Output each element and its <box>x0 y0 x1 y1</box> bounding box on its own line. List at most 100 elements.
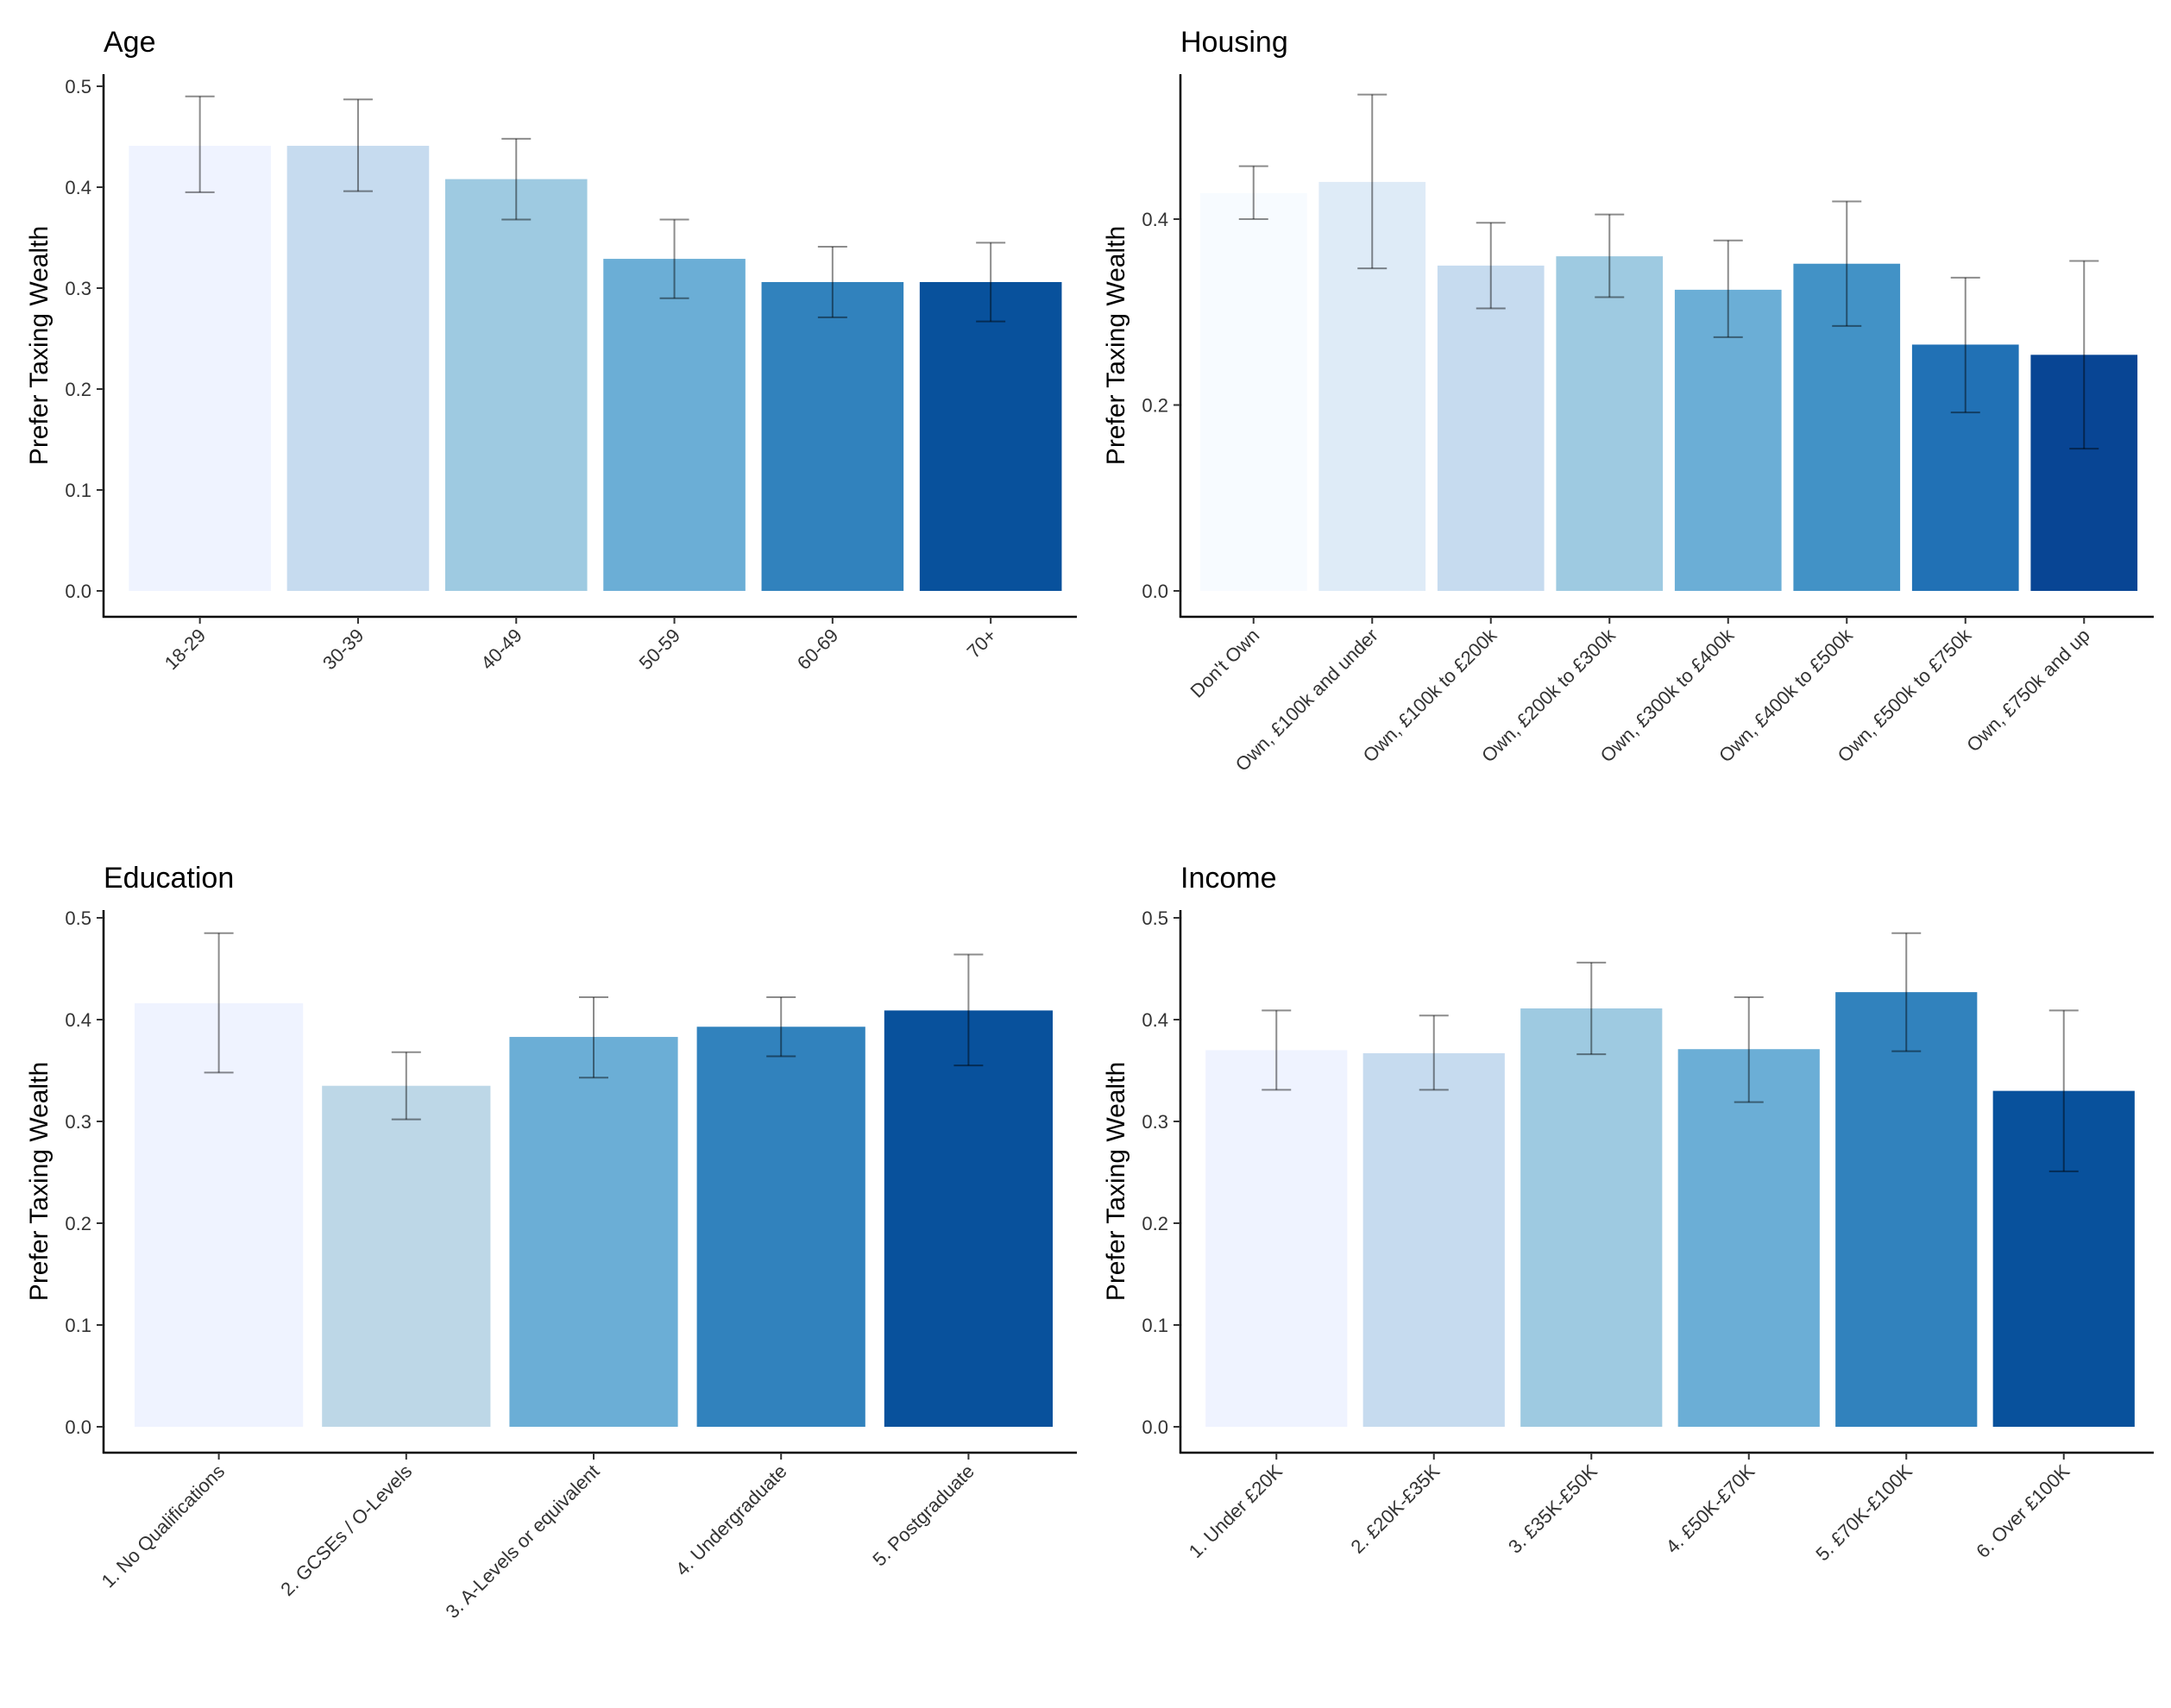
bar <box>286 146 430 591</box>
bar <box>1674 289 1782 591</box>
chart-panel-age: Age Prefer Taxing Wealth 0.0 0.1 0.2 0.3 0.4 0.… <box>25 26 1077 674</box>
error-bar <box>1950 276 1980 414</box>
x-tick-label: 18-29 <box>160 625 210 674</box>
x-tick-label: Own, £500k to £750k <box>1834 624 1976 766</box>
error-bar <box>204 932 234 1074</box>
y-tick-label: 0.1 <box>1142 1315 1168 1336</box>
y-tick-label: 0.2 <box>1142 395 1168 417</box>
error-bar <box>817 246 847 318</box>
x-tick-label: 2. GCSEs / O-Levels <box>276 1460 416 1600</box>
bar <box>761 281 904 591</box>
bar <box>884 1010 1053 1427</box>
x-tick-label: 1. No Qualifications <box>98 1460 230 1592</box>
x-tick-label: 40-49 <box>476 625 525 674</box>
x-tick-label: 2. £20K-£35K <box>1346 1460 1444 1558</box>
bar <box>1520 1008 1663 1427</box>
error-bar <box>579 996 608 1079</box>
y-tick-label: 0.2 <box>65 1213 91 1234</box>
y-tick-label: 0.0 <box>1142 1416 1168 1438</box>
bar <box>509 1037 678 1427</box>
panel-title: Education <box>104 862 234 895</box>
error-bar <box>1476 222 1506 310</box>
y-tick-label: 0.5 <box>65 907 91 929</box>
x-tick-label: 3. £35K-£50K <box>1504 1460 1602 1558</box>
y-tick-label: 0.3 <box>65 1111 91 1133</box>
x-tick-label: 5. Postgraduate <box>868 1460 979 1571</box>
bar <box>2030 355 2138 591</box>
x-tick-label: 50-59 <box>635 625 684 674</box>
bar <box>129 146 271 591</box>
bar <box>919 281 1062 591</box>
error-bar <box>953 953 984 1067</box>
bar <box>603 259 746 591</box>
x-tick-label: 30-39 <box>318 625 368 674</box>
x-tick-label: Own, £100k to £200k <box>1359 624 1501 766</box>
error-bar <box>2048 1009 2079 1172</box>
x-tick-label: 70+ <box>963 625 1001 662</box>
chart-panel-housing: Housing Prefer Taxing Wealth 0.0 0.2 0.4 Don'… <box>1102 26 2154 776</box>
bar <box>1199 192 1307 591</box>
bar <box>135 1003 304 1427</box>
bar <box>1318 181 1426 591</box>
error-bar <box>659 218 689 299</box>
y-tick-label: 0.1 <box>65 1315 91 1336</box>
error-bar <box>1595 213 1625 298</box>
y-axis-label: Prefer Taxing Wealth <box>1102 1062 1130 1301</box>
panel-title: Income <box>1180 862 1277 895</box>
y-tick-label: 0.5 <box>1142 907 1168 929</box>
x-tick-label: Own, £300k to £400k <box>1596 624 1739 766</box>
bar <box>444 179 588 591</box>
error-bar <box>1734 996 1764 1103</box>
bar <box>1793 263 1901 591</box>
chart-panel-income: Income Prefer Taxing Wealth 0.0 0.1 0.2 0.3 0.… <box>1102 862 2154 1565</box>
error-bar <box>1891 932 1922 1052</box>
x-tick-label: Own, £750k and up <box>1962 625 2094 757</box>
error-bar <box>1262 1009 1292 1091</box>
bar <box>1362 1052 1505 1427</box>
x-tick-label: 6. Over £100K <box>1972 1460 2073 1562</box>
y-tick-label: 0.3 <box>1142 1111 1168 1133</box>
bar <box>1677 1049 1820 1427</box>
y-tick-label: 0.2 <box>65 379 91 400</box>
error-bar <box>1419 1014 1449 1091</box>
error-bar <box>976 242 1006 323</box>
error-bar <box>343 98 373 192</box>
chart-panel-education: Education Prefer Taxing Wealth 0.0 0.1 0.2 0.… <box>25 862 1077 1623</box>
error-bar <box>1713 239 1743 338</box>
x-tick-label: 5. £70K-£100K <box>1811 1460 1916 1566</box>
y-axis-label: Prefer Taxing Wealth <box>25 1062 53 1301</box>
y-tick-label: 0.4 <box>65 177 91 198</box>
y-axis-label: Prefer Taxing Wealth <box>1102 226 1130 465</box>
bar <box>1205 1050 1348 1427</box>
y-tick-label: 0.0 <box>1142 581 1168 602</box>
y-tick-label: 0.2 <box>1142 1213 1168 1234</box>
y-tick-label: 0.0 <box>65 1416 91 1438</box>
error-bar <box>766 996 796 1058</box>
y-tick-label: 0.4 <box>1142 1009 1168 1031</box>
bar <box>322 1085 491 1427</box>
y-tick-label: 0.0 <box>65 581 91 602</box>
x-tick-label: Don't Own <box>1186 625 1263 702</box>
y-tick-label: 0.5 <box>65 76 91 97</box>
y-tick-label: 0.4 <box>1142 209 1168 230</box>
error-bar <box>185 95 215 193</box>
bar <box>1911 344 2019 591</box>
bar <box>1437 265 1545 591</box>
panel-title: Housing <box>1180 26 1288 59</box>
error-bar <box>391 1051 421 1121</box>
y-tick-label: 0.4 <box>65 1009 91 1031</box>
x-tick-label: Own, £400k to £500k <box>1715 624 1857 766</box>
error-bar <box>1576 961 1607 1056</box>
y-tick-label: 0.3 <box>65 278 91 299</box>
bar <box>1835 992 1978 1427</box>
x-tick-label: 1. Under £20K <box>1185 1460 1287 1562</box>
error-bar <box>501 137 532 221</box>
error-bar <box>1357 93 1388 270</box>
x-tick-label: 60-69 <box>793 625 842 674</box>
y-tick-label: 0.1 <box>65 480 91 501</box>
bar <box>1556 256 1664 591</box>
x-tick-label: 4. £50K-£70K <box>1661 1460 1759 1558</box>
bar <box>696 1027 865 1427</box>
x-tick-label: Own, £200k to £300k <box>1477 624 1620 766</box>
